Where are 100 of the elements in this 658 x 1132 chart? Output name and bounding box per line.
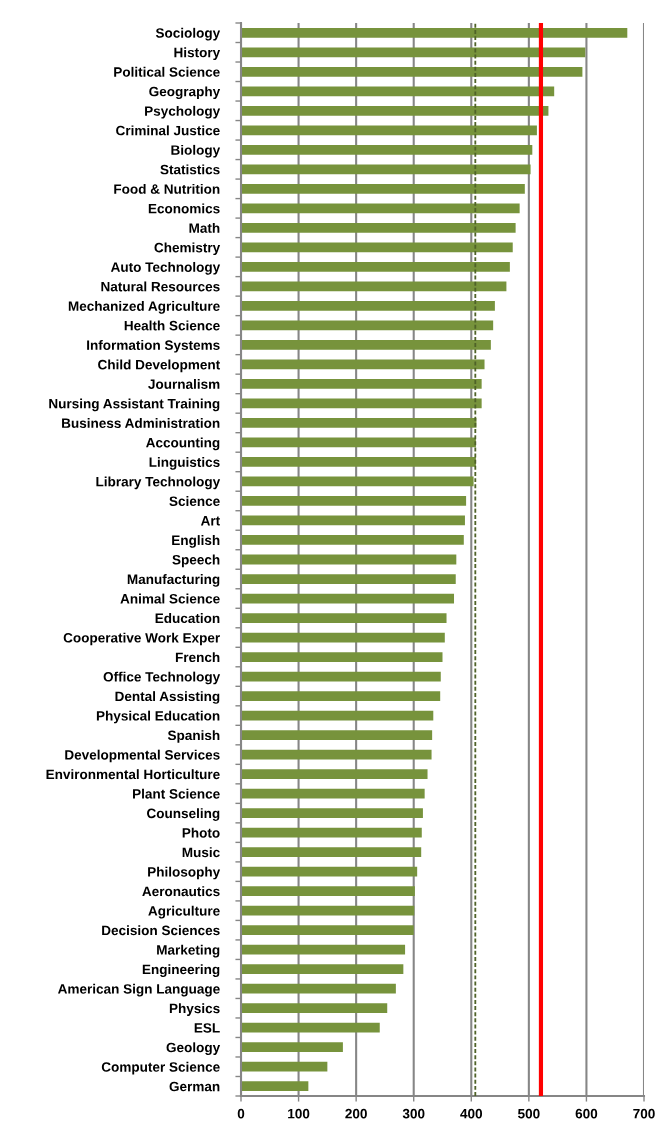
y-tick-label: Geography [149, 86, 221, 100]
x-tick-label: 600 [575, 1108, 598, 1119]
bar [241, 496, 467, 506]
y-tick-label: Physical Education [96, 710, 220, 724]
bar [241, 944, 406, 955]
y-tick-label: Business Administration [62, 418, 220, 428]
bar [241, 1022, 380, 1033]
y-tick-label: Chemistry [154, 242, 221, 256]
bar [241, 242, 513, 253]
y-tick-label: Philosophy [148, 866, 221, 880]
bar [241, 574, 456, 584]
bar [241, 379, 482, 389]
y-tick-label: Aeronautics [142, 886, 220, 897]
y-tick-label: Decision Sciences [102, 925, 220, 936]
y-tick-label: Health Science [124, 320, 220, 331]
bar [241, 183, 525, 194]
y-tick-label: Mechanized Agriculture [68, 300, 220, 314]
bar [241, 1081, 309, 1092]
bar [241, 808, 423, 818]
y-tick-label: Photo [182, 827, 220, 838]
y-tick-label: Music [182, 847, 220, 858]
y-tick-label: Developmental Services [65, 749, 220, 763]
bar [241, 105, 549, 116]
bar [241, 613, 447, 623]
bar [241, 125, 537, 136]
bar [241, 749, 432, 760]
y-tick-label: Natural Resources [101, 281, 220, 292]
bar [241, 866, 418, 877]
bar [241, 515, 465, 526]
bar [241, 788, 425, 799]
y-tick-label: Agriculture [148, 905, 220, 919]
bar [241, 983, 396, 994]
x-tick-label: 700 [633, 1108, 655, 1119]
bar [241, 27, 628, 38]
bar [241, 164, 531, 175]
y-tick-label: Physics [169, 1003, 220, 1016]
bar [241, 86, 555, 97]
y-tick-label: Auto Technology [110, 261, 221, 275]
y-tick-label: Manufacturing [127, 574, 220, 587]
bar [241, 66, 583, 77]
y-tick-label: Marketing [157, 944, 220, 958]
bar [241, 222, 516, 233]
bar [241, 1042, 343, 1053]
bar [241, 261, 510, 272]
bar [241, 925, 414, 936]
bar [241, 905, 415, 916]
bar [241, 418, 477, 428]
y-tick-label: History [174, 47, 221, 60]
bar [241, 691, 441, 701]
y-tick-label: Criminal Justice [116, 125, 220, 136]
bar [241, 535, 464, 545]
y-tick-label: Child Development [98, 359, 221, 373]
x-tick-label: 200 [345, 1108, 367, 1119]
y-tick-label: Environmental Horticulture [46, 769, 220, 780]
y-tick-label: Spanish [167, 730, 220, 743]
y-tick-label: Political Science [114, 66, 220, 77]
bar [241, 437, 476, 448]
bar [241, 144, 533, 155]
bar [241, 554, 457, 565]
y-tick-label: Library Technology [96, 476, 221, 490]
y-tick-label: Animal Science [120, 593, 220, 604]
bar [241, 847, 422, 858]
bar [241, 203, 520, 214]
bar [241, 652, 443, 662]
x-tick-label: 100 [288, 1108, 310, 1119]
bar [241, 47, 586, 58]
y-tick-label: Accounting [146, 437, 220, 451]
y-tick-label: Counseling [147, 808, 220, 821]
y-tick-label: Information Systems [87, 339, 220, 353]
bar [241, 320, 494, 331]
y-tick-label: Art [200, 516, 220, 526]
bar [241, 710, 434, 721]
bar [241, 398, 482, 409]
y-tick-label: German [169, 1081, 220, 1092]
bar [241, 730, 433, 740]
bar [241, 769, 428, 779]
y-tick-label: Food & Nutrition [114, 183, 220, 194]
y-tick-label: Computer Science [101, 1061, 220, 1075]
bar [241, 827, 422, 838]
y-tick-label: American Sign Language [57, 983, 220, 997]
y-tick-label: Dental Assisting [115, 691, 220, 704]
bar [241, 301, 495, 311]
y-tick-label: Plant Science [133, 788, 220, 799]
y-tick-label: English [172, 535, 220, 548]
y-tick-label: ESL [194, 1023, 220, 1033]
y-tick-label: Journalism [148, 379, 220, 389]
y-tick-label: Statistics [160, 164, 220, 175]
x-tick-label: 300 [402, 1108, 425, 1119]
bar [241, 281, 507, 292]
bar [241, 886, 415, 897]
bar [241, 476, 474, 487]
y-tick-label: Linguistics [149, 457, 220, 470]
y-tick-label: Office Technology [103, 671, 221, 685]
y-tick-label: Speech [172, 554, 220, 568]
bar [241, 1003, 388, 1014]
y-tick-label: Cooperative Work Exper [63, 632, 220, 646]
x-tick-label: 400 [460, 1108, 483, 1119]
bar [241, 1061, 328, 1072]
bar [241, 964, 404, 975]
y-tick-label: Education [155, 613, 220, 624]
